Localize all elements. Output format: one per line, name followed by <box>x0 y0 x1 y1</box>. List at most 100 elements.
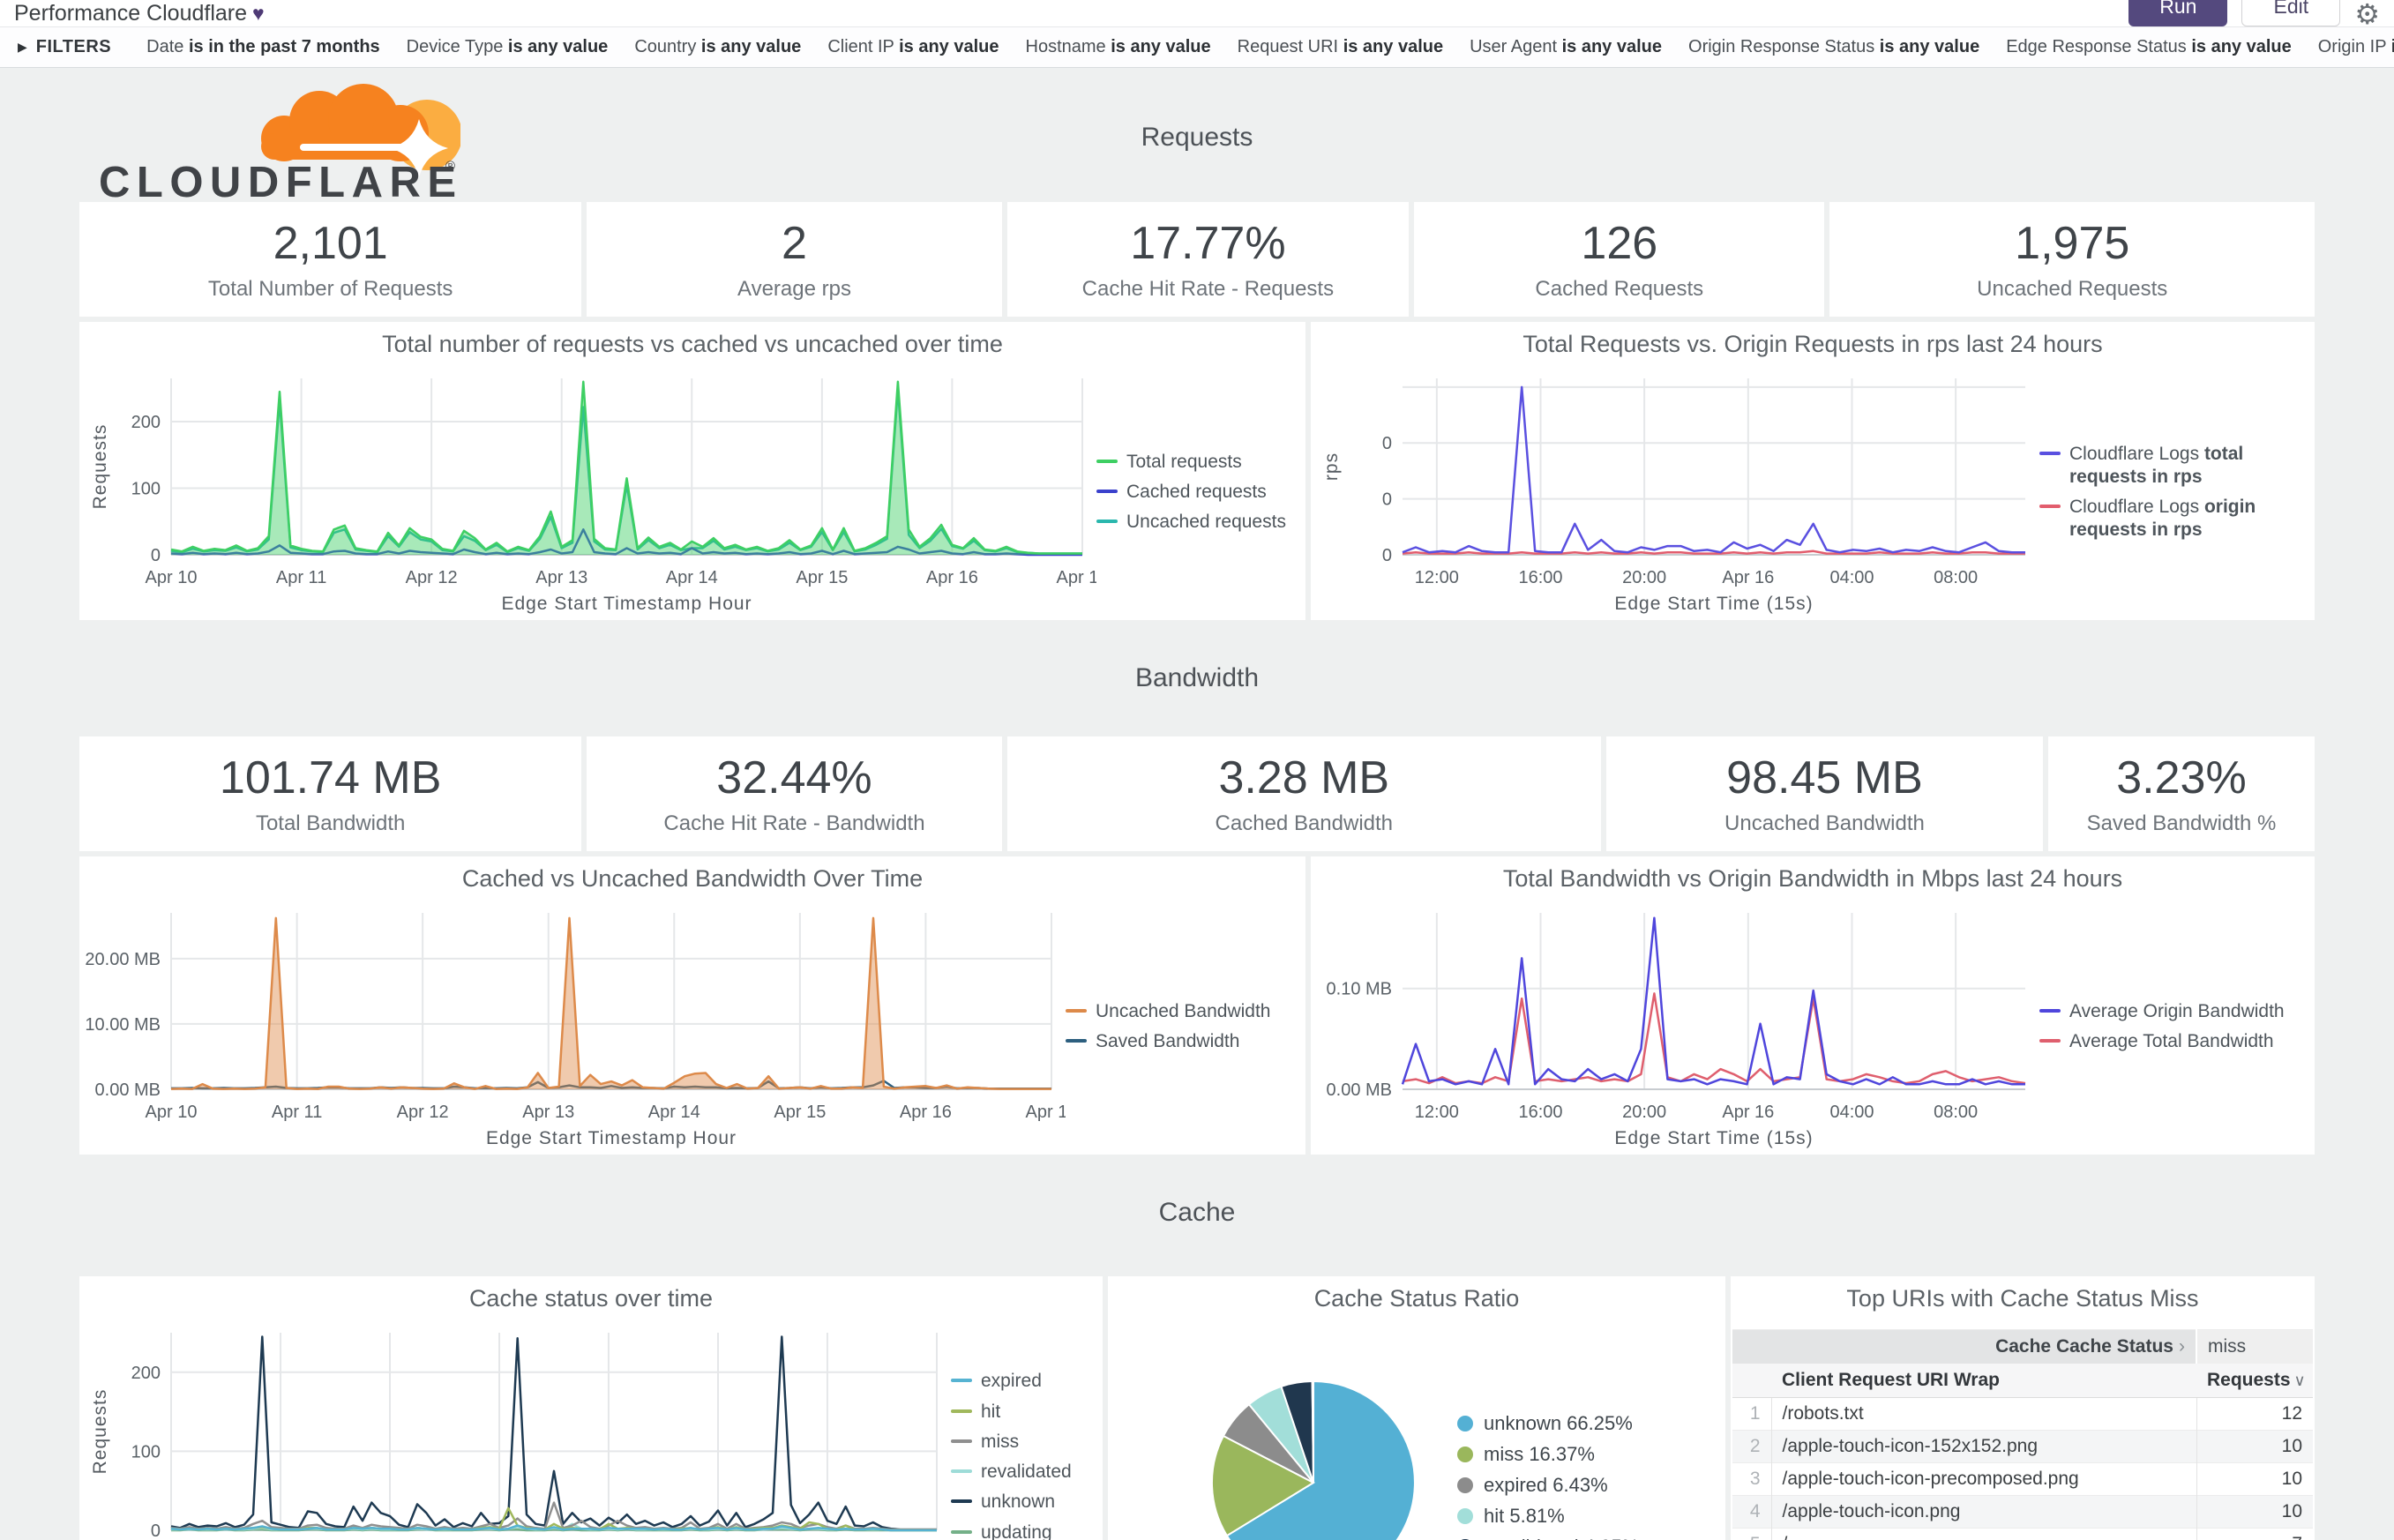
legend-item-cloudflare-logs-origin-requests-in-rps[interactable]: Cloudflare Logs origin requests in rps <box>2039 496 2304 542</box>
bandwidth-section-head: Bandwidth <box>79 620 2315 736</box>
table-row[interactable]: 2/apple-touch-icon-152x152.png 10 <box>1732 1430 2313 1463</box>
svg-text:Apr 15: Apr 15 <box>796 568 848 587</box>
svg-text:Edge Start Time (15s): Edge Start Time (15s) <box>1614 1128 1813 1148</box>
filter-country[interactable]: Country is any value <box>634 36 802 56</box>
legend-item-total-requests[interactable]: Total requests <box>1096 451 1295 474</box>
legend-swatch <box>951 1469 972 1473</box>
gear-icon[interactable]: ⚙ <box>2354 0 2380 30</box>
requests-over-time-plot[interactable]: 0 100 200 Apr 10 Apr 11 Apr 12 Apr 13 Apr 14 Apr… <box>83 368 1108 617</box>
bandwidth-mbps-plot[interactable]: 0.00 MB 0.10 MB 12:00 16:00 20:00 Apr 16 04:00… <box>1314 902 2039 1151</box>
top-uris-table: Cache Cache Status › miss Client Request … <box>1732 1329 2313 1540</box>
legend-item-hit[interactable]: hit <box>951 1401 1092 1424</box>
pie-legend-item-hit[interactable]: hit 5.81% <box>1457 1505 1639 1528</box>
kpi-label: Cached Requests <box>1535 277 1704 301</box>
legend-item-expired[interactable]: expired <box>951 1370 1092 1393</box>
row-requests[interactable]: 12 <box>2196 1397 2313 1431</box>
svg-text:04:00: 04:00 <box>1829 1103 1874 1122</box>
filter-client-ip[interactable]: Client IP is any value <box>827 36 999 56</box>
legend-item-cloudflare-logs-total-requests-in-rps[interactable]: Cloudflare Logs total requests in rps <box>2039 443 2304 490</box>
legend-item-uncached-requests[interactable]: Uncached requests <box>1096 511 1295 534</box>
row-uri[interactable]: /robots.txt <box>1771 1397 2196 1431</box>
pie-legend-item-miss[interactable]: miss 16.37% <box>1457 1443 1639 1466</box>
legend-item-average-total-bandwidth[interactable]: Average Total Bandwidth <box>2039 1030 2304 1053</box>
table-row[interactable]: 1/robots.txt 12 <box>1732 1397 2313 1431</box>
pivot-header[interactable]: Cache Cache Status › <box>1732 1329 2196 1364</box>
pie-slice-unknown[interactable] <box>1225 1379 1416 1540</box>
svg-text:Apr 14: Apr 14 <box>648 1103 700 1122</box>
filter-user-agent[interactable]: User Agent is any value <box>1470 36 1663 56</box>
svg-text:20:00: 20:00 <box>1622 1103 1666 1122</box>
legend-item-saved-bandwidth[interactable]: Saved Bandwidth <box>1066 1030 1295 1053</box>
legend-swatch <box>1096 489 1118 493</box>
legend-item-cached-requests[interactable]: Cached requests <box>1096 481 1295 504</box>
legend-swatch <box>1096 459 1118 463</box>
filter-bar: ▶ FILTERS Date is in the past 7 months De… <box>0 26 2394 68</box>
svg-text:Apr 12: Apr 12 <box>406 568 458 587</box>
legend-item-revalidated[interactable]: revalidated <box>951 1461 1092 1484</box>
svg-text:16:00: 16:00 <box>1518 568 1562 587</box>
filter-origin-ip[interactable]: Origin IP is any value <box>2317 36 2394 56</box>
cache-ratio-pie[interactable] <box>1203 1322 1424 1540</box>
page-title-text: Performance Cloudflare <box>14 1 248 26</box>
row-uri[interactable]: /apple-touch-icon.png <box>1771 1495 2196 1529</box>
row-requests[interactable]: 7 <box>2196 1528 2313 1540</box>
legend-item-average-origin-bandwidth[interactable]: Average Origin Bandwidth <box>2039 1000 2304 1023</box>
registered-mark: ® <box>445 159 455 174</box>
table-row[interactable]: 4/apple-touch-icon.png 10 <box>1732 1495 2313 1529</box>
run-button[interactable]: Run <box>2128 0 2228 26</box>
chart-title: Cache status over time <box>468 1285 714 1312</box>
pie-legend-item-expired[interactable]: expired 6.43% <box>1457 1474 1639 1497</box>
kpi-uncached-bandwidth: 98.45 MB Uncached Bandwidth <box>1605 736 2043 851</box>
svg-text:Apr 17: Apr 17 <box>1026 1103 1066 1122</box>
row-uri[interactable]: /apple-touch-icon-152x152.png <box>1771 1430 2196 1463</box>
filters-expand-icon[interactable]: ▶ <box>18 39 27 54</box>
kpi-label: Cache Hit Rate - Requests <box>1081 277 1335 301</box>
svg-text:0: 0 <box>1382 490 1392 510</box>
filter-origin-response-status[interactable]: Origin Response Status is any value <box>1688 36 1980 56</box>
legend-item-updating[interactable]: updating <box>951 1521 1092 1540</box>
row-requests[interactable]: 10 <box>2196 1495 2313 1529</box>
filter-edge-response-status[interactable]: Edge Response Status is any value <box>2006 36 2292 56</box>
edit-button[interactable]: Edit <box>2241 0 2341 26</box>
kpi-cache-hit-rate-bandwidth: 32.44% Cache Hit Rate - Bandwidth <box>587 736 1002 851</box>
bandwidth-over-time-plot[interactable]: 0.00 MB 10.00 MB 20.00 MB Apr 10 Apr 11 Apr 1… <box>83 902 1077 1151</box>
svg-text:100: 100 <box>131 480 161 499</box>
row-uri[interactable]: / <box>1771 1528 2196 1540</box>
kpi-value: 2 <box>782 218 807 269</box>
svg-text:Apr 16: Apr 16 <box>1722 568 1774 587</box>
legend-item-uncached-bandwidth[interactable]: Uncached Bandwidth <box>1066 1000 1295 1023</box>
legend-item-unknown[interactable]: unknown <box>951 1491 1092 1514</box>
table-row[interactable]: 3/apple-touch-icon-precomposed.png 10 <box>1732 1462 2313 1496</box>
section-title-cache: Cache <box>1158 1198 1236 1227</box>
pie-slice-miss[interactable] <box>1211 1434 1316 1537</box>
requests-column-header[interactable]: Requests ∨ <box>2196 1364 2313 1398</box>
svg-text:Apr 15: Apr 15 <box>774 1103 826 1122</box>
chart-title: Total number of requests vs cached vs un… <box>382 331 1003 357</box>
chart-title: Total Requests vs. Origin Requests in rp… <box>1522 331 2103 357</box>
kpi-value: 1,975 <box>2015 218 2130 269</box>
filter-device-type[interactable]: Device Type is any value <box>406 36 609 56</box>
kpi-average-rps: 2 Average rps <box>587 202 1002 317</box>
filter-date[interactable]: Date is in the past 7 months <box>146 36 380 56</box>
kpi-label: Uncached Requests <box>1977 277 2168 301</box>
uri-column-header[interactable]: Client Request URI Wrap <box>1771 1364 2196 1398</box>
svg-text:200: 200 <box>131 1364 161 1383</box>
kpi-total-bandwidth: 101.74 MB Total Bandwidth <box>79 736 582 851</box>
dashboard-body: CLOUDFLARE ® Requests 2,101 Total Number … <box>0 68 2394 1540</box>
table-row[interactable]: 5/7 <box>1732 1528 2313 1540</box>
pie-legend-item-revalidated[interactable]: revalidated 4.95% <box>1457 1536 1639 1540</box>
legend-swatch <box>2039 1008 2061 1013</box>
kpi-value: 3.23% <box>2116 752 2247 804</box>
requests-rps-plot[interactable]: 0 0 0 12:00 16:00 20:00 Apr 16 04:00 08:00 rps Edg… <box>1314 368 2039 617</box>
legend-item-miss[interactable]: miss <box>951 1431 1092 1454</box>
row-uri[interactable]: /apple-touch-icon-precomposed.png <box>1771 1462 2196 1496</box>
row-requests[interactable]: 10 <box>2196 1462 2313 1496</box>
kpi-value: 3.28 MB <box>1218 752 1390 804</box>
row-requests[interactable]: 10 <box>2196 1430 2313 1463</box>
pie-legend-item-unknown[interactable]: unknown 66.25% <box>1457 1412 1639 1435</box>
filter-hostname[interactable]: Hostname is any value <box>1025 36 1211 56</box>
filter-request-uri[interactable]: Request URI is any value <box>1237 36 1444 56</box>
svg-text:0: 0 <box>1382 546 1392 565</box>
